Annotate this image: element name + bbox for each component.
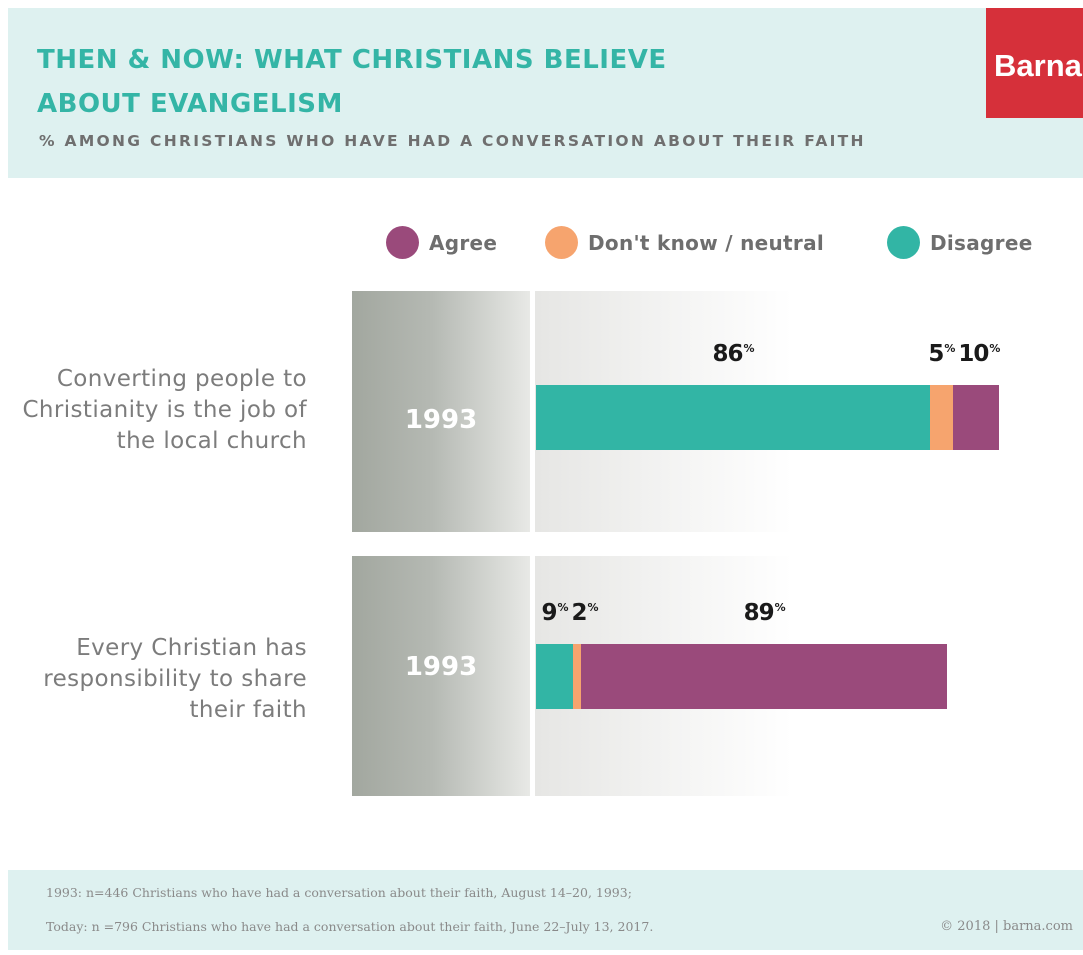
- bar-segment-disagree: [536, 644, 573, 709]
- value-label-neutral: 2%: [571, 600, 598, 626]
- legend-label-neutral: Don't know / neutral: [588, 230, 825, 255]
- chart-subtitle: % AMONG CHRISTIANS WHO HAVE HAD A CONVER…: [39, 132, 866, 150]
- legend-item-disagree: Disagree: [887, 226, 1033, 259]
- chart-panel-2: 1993 9% 2% 89%: [352, 556, 1003, 796]
- legend-item-neutral: Don't know / neutral: [545, 226, 824, 259]
- footer: 1993: n=446 Christians who have had a co…: [8, 870, 1083, 950]
- value-label-disagree: 86%: [712, 341, 754, 367]
- legend-swatch-agree: [386, 226, 419, 259]
- value-label-disagree: 9%: [541, 600, 568, 626]
- year-label-1: 1993: [404, 405, 478, 435]
- logo-text: Barna: [994, 48, 1082, 83]
- bar-segment-neutral: [572, 644, 582, 709]
- row-label-1: Converting people to Christianity is the…: [22, 366, 307, 454]
- year-box-1: 1993: [352, 291, 530, 532]
- value-label-agree: 10%: [958, 341, 1000, 367]
- legend-label-agree: Agree: [429, 230, 498, 255]
- bar-segment-agree: [952, 385, 999, 450]
- value-label-neutral: 5%: [928, 341, 955, 367]
- bar-segment-neutral: [929, 385, 953, 450]
- bar-segment-agree: [581, 644, 947, 709]
- value-label-agree: 89%: [743, 600, 786, 626]
- row-label-2: Every Christian has responsibility to sh…: [43, 635, 307, 723]
- barna-logo: Barna: [986, 8, 1083, 118]
- chart-panel-1: 1993 86% 5% 10%: [352, 291, 1003, 532]
- header-banner: THEN & NOW: WHAT CHRISTIANS BELIEVE ABOU…: [8, 8, 1083, 178]
- legend-swatch-disagree: [887, 226, 920, 259]
- bar-segment-disagree: [536, 385, 930, 450]
- chart-title: THEN & NOW: WHAT CHRISTIANS BELIEVE ABOU…: [37, 45, 667, 119]
- copyright-credit: © 2018 | barna.com: [940, 919, 1073, 934]
- year-box-2: 1993: [352, 556, 530, 796]
- legend-label-disagree: Disagree: [930, 230, 1033, 255]
- legend-swatch-neutral: [545, 226, 578, 259]
- legend-item-agree: Agree: [386, 226, 497, 259]
- footnote-today: Today: n =796 Christians who have had a …: [46, 919, 654, 934]
- year-label-2: 1993: [404, 652, 478, 682]
- footnote-1993: 1993: n=446 Christians who have had a co…: [46, 885, 632, 900]
